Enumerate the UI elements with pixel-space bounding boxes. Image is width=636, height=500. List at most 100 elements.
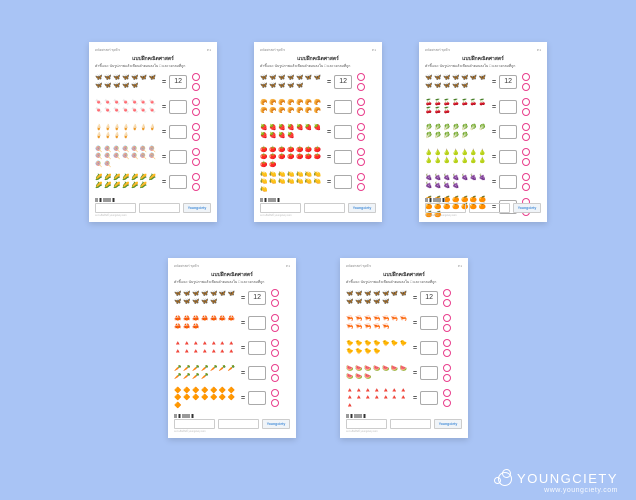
answer-box[interactable] [420, 366, 438, 380]
choice-circles [271, 289, 279, 307]
choice-circle[interactable] [271, 349, 279, 357]
equals-sign: = [162, 104, 166, 111]
equals-sign: = [492, 154, 496, 161]
sheet-footer: Youngciety สงวนลิขสิทธิ์ youngciety.com [95, 198, 211, 218]
choice-circle[interactable] [192, 83, 200, 91]
choice-circle[interactable] [192, 183, 200, 191]
choice-circle[interactable] [357, 83, 365, 91]
problems-list: 🦋🦋🦋🦋🦋🦋🦋🦋🦋🦋🦋🦋 = 12 🦀🦀🦀🦀🦀🦀🦀🦀🦀🦀 = 🔺🔺🔺🔺🔺🔺🔺🔺🔺… [174, 288, 290, 408]
answer-box[interactable] [334, 125, 352, 139]
choice-circle[interactable] [271, 374, 279, 382]
answer-box[interactable] [169, 100, 187, 114]
items-area: 🍦🍦🍦🍦🍦🍦🍦🍦🍦🍦🍦 [95, 122, 159, 142]
choice-circle[interactable] [357, 158, 365, 166]
choice-circle[interactable] [357, 173, 365, 181]
answer-box[interactable] [169, 125, 187, 139]
logo-url: www.youngciety.com [544, 487, 618, 494]
problem-row: 🍅🍅🍅🍅🍅🍅🍅🍅🍅🍅🍅🍅🍅🍅🍅🍅 = [260, 147, 376, 167]
answer-box[interactable] [420, 341, 438, 355]
choice-circle[interactable] [192, 73, 200, 81]
choice-circle[interactable] [522, 183, 530, 191]
answer-box[interactable]: 12 [499, 75, 517, 89]
sheet-title: แบบฝึกคณิตศาสตร์ [95, 55, 211, 63]
sheet-meta: คณิตศาสตร์ ชุดที่ 5P.1 [425, 48, 541, 53]
answer-box[interactable] [334, 175, 352, 189]
answer-box[interactable]: 12 [248, 291, 266, 305]
choice-circle[interactable] [192, 173, 200, 181]
choice-circle[interactable] [443, 349, 451, 357]
answer-box[interactable] [248, 391, 266, 405]
footer-score-box [218, 419, 259, 429]
items-area: 🍐🍐🍐🍐🍐🍐🍐🍐🍐🍐🍐🍐🍐🍐 [425, 147, 489, 167]
equals-sign: = [162, 79, 166, 86]
choice-circle[interactable] [192, 123, 200, 131]
choice-circle[interactable] [522, 83, 530, 91]
choice-circle[interactable] [443, 299, 451, 307]
choice-circle[interactable] [271, 389, 279, 397]
answer-box[interactable]: 12 [334, 75, 352, 89]
choice-circle[interactable] [522, 148, 530, 156]
choice-circle[interactable] [271, 299, 279, 307]
answer-box[interactable] [248, 316, 266, 330]
choice-circle[interactable] [357, 108, 365, 116]
choice-circle[interactable] [357, 123, 365, 131]
sheet-subtitle: คำชี้แจง: นับรูปภาพแล้วเขียนคำตอบลงใน □ … [95, 64, 211, 68]
answer-box[interactable] [334, 100, 352, 114]
barcode [346, 414, 366, 418]
problem-row: 🦋🦋🦋🦋🦋🦋🦋🦋🦋🦋🦋🦋 = 12 [174, 288, 290, 308]
choice-circle[interactable] [443, 364, 451, 372]
choice-circle[interactable] [357, 133, 365, 141]
answer-box[interactable] [499, 175, 517, 189]
choice-circle[interactable] [192, 133, 200, 141]
choice-circle[interactable] [357, 183, 365, 191]
choice-circle[interactable] [522, 133, 530, 141]
answer-box[interactable] [334, 150, 352, 164]
equals-sign: = [413, 320, 417, 327]
choice-circle[interactable] [271, 339, 279, 347]
items-area: 🦋🦋🦋🦋🦋🦋🦋🦋🦋🦋🦋🦋 [346, 288, 410, 308]
items-area: 🍬🍬🍬🍬🍬🍬🍬🍬🍬🍬🍬🍬🍬🍬 [95, 97, 159, 117]
choice-circle[interactable] [443, 324, 451, 332]
answer-box[interactable]: 12 [169, 75, 187, 89]
choice-circle[interactable] [443, 399, 451, 407]
choice-circle[interactable] [443, 374, 451, 382]
choice-circle[interactable] [522, 173, 530, 181]
answer-box[interactable] [169, 175, 187, 189]
items-area: 🍋🍋🍋🍋🍋🍋🍋🍋🍋🍋🍋🍋🍋🍋🍋 [260, 172, 324, 192]
answer-box[interactable] [420, 316, 438, 330]
choice-circle[interactable] [192, 148, 200, 156]
choice-circle[interactable] [443, 289, 451, 297]
choice-circle[interactable] [522, 108, 530, 116]
answer-box[interactable] [499, 100, 517, 114]
choice-circle[interactable] [443, 339, 451, 347]
choice-circle[interactable] [522, 158, 530, 166]
choice-circle[interactable] [271, 399, 279, 407]
choice-circle[interactable] [192, 98, 200, 106]
choice-circle[interactable] [357, 73, 365, 81]
choice-circle[interactable] [271, 314, 279, 322]
choice-circle[interactable] [443, 389, 451, 397]
sheet-footer: Youngciety สงวนลิขสิทธิ์ youngciety.com [425, 198, 541, 218]
choice-circle[interactable] [192, 158, 200, 166]
answer-box[interactable] [248, 366, 266, 380]
choice-circle[interactable] [271, 364, 279, 372]
items-area: 🍅🍅🍅🍅🍅🍅🍅🍅🍅🍅🍅🍅🍅🍅🍅🍅 [260, 147, 324, 167]
answer-box[interactable] [499, 150, 517, 164]
answer-box[interactable] [169, 150, 187, 164]
choice-circle[interactable] [357, 98, 365, 106]
choice-circle[interactable] [357, 148, 365, 156]
problem-row: 🍋🍋🍋🍋🍋🍋🍋🍋🍋🍋🍋🍋🍋🍋🍋 = [260, 172, 376, 192]
choice-circle[interactable] [271, 324, 279, 332]
choice-circle[interactable] [522, 98, 530, 106]
choice-circle[interactable] [443, 314, 451, 322]
choice-circle[interactable] [522, 123, 530, 131]
barcode [174, 414, 194, 418]
choice-circle[interactable] [192, 108, 200, 116]
answer-box[interactable] [499, 125, 517, 139]
answer-box[interactable] [420, 391, 438, 405]
answer-box[interactable] [248, 341, 266, 355]
choice-circle[interactable] [271, 289, 279, 297]
choice-circle[interactable] [522, 73, 530, 81]
answer-box[interactable]: 12 [420, 291, 438, 305]
items-area: 🦋🦋🦋🦋🦋🦋🦋🦋🦋🦋🦋🦋 [95, 72, 159, 92]
